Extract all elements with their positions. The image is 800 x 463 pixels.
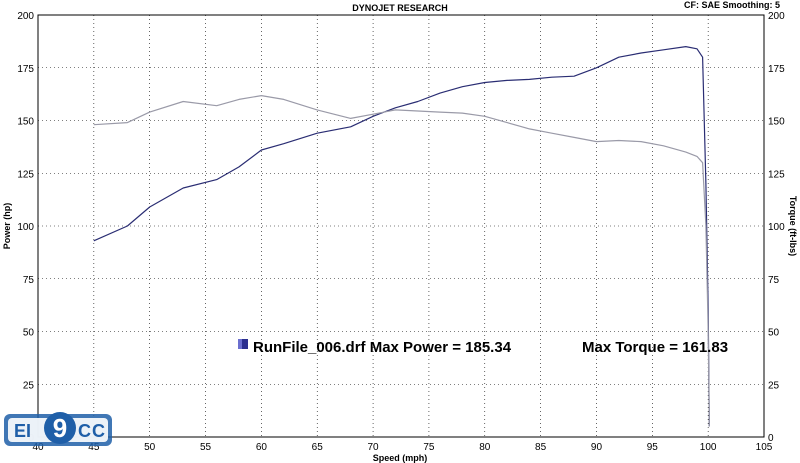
series-line-torque: [93, 94, 710, 427]
legend: RunFile_006.drf Max Power = 185.34 Max T…: [238, 339, 728, 356]
x-tick-label: 75: [423, 442, 435, 453]
y-tick-label: 125: [17, 169, 34, 180]
legend-swatch-highlight: [238, 339, 242, 349]
y-axis-label: Power (hp): [2, 203, 12, 250]
9th-civic-logo: 9 E I C C: [4, 412, 112, 446]
svg-text:C: C: [78, 421, 91, 441]
y2-tick-label: 200: [768, 11, 785, 22]
y-tick-label: 25: [23, 380, 35, 391]
y2-tick-label: 100: [768, 222, 785, 233]
x-tick-label: 50: [144, 442, 156, 453]
legend-swatch: [238, 339, 248, 349]
y-tick-label: 75: [23, 275, 35, 286]
y2-tick-label: 50: [768, 328, 780, 339]
chart-settings: CF: SAE Smoothing: 5: [684, 0, 780, 10]
x-tick-label: 100: [700, 442, 717, 453]
plot-grid: [37, 14, 765, 438]
chart-series: [93, 45, 710, 427]
series-line-power: [93, 45, 710, 427]
svg-text:I: I: [26, 421, 31, 441]
x-tick-label: 105: [756, 442, 773, 453]
x-tick-label: 85: [535, 442, 547, 453]
chart-title: DYNOJET RESEARCH: [352, 3, 448, 13]
plot-frame: [37, 14, 765, 438]
y2-tick-label: 75: [768, 275, 780, 286]
y2-tick-label: 25: [768, 380, 780, 391]
x-tick-label: 60: [256, 442, 268, 453]
y2-tick-labels: 0 25 50 75 100 125 150 175 200: [768, 11, 785, 444]
y-tick-label: 100: [17, 222, 34, 233]
x-tick-label: 45: [88, 442, 100, 453]
x-tick-label: 40: [32, 442, 44, 453]
y2-tick-label: 175: [768, 64, 785, 75]
x-tick-label: 90: [591, 442, 603, 453]
svg-text:C: C: [92, 421, 105, 441]
y-tick-label: 175: [17, 64, 34, 75]
y2-tick-label: 150: [768, 117, 785, 128]
svg-text:9: 9: [53, 413, 67, 443]
y2-tick-label: 125: [768, 169, 785, 180]
x-tick-labels: 40 45 50 55 60 65 70 75 80 85 90 95 100 105: [32, 442, 772, 453]
legend-torque-label: Max Torque = 161.83: [582, 339, 728, 356]
x-tick-label: 70: [368, 442, 380, 453]
x-tick-label: 55: [200, 442, 212, 453]
y-tick-label: 50: [23, 328, 35, 339]
y-tick-label: 150: [17, 117, 34, 128]
svg-text:E: E: [14, 421, 26, 441]
y2-axis-label: Torque (ft-lbs): [788, 196, 798, 256]
legend-run-label: RunFile_006.drf Max Power = 185.34: [253, 339, 512, 356]
y-tick-label: 200: [17, 11, 34, 22]
y2-tick-label: 0: [768, 433, 774, 444]
x-tick-label: 65: [312, 442, 324, 453]
x-tick-label: 80: [479, 442, 491, 453]
x-tick-label: 95: [647, 442, 659, 453]
x-axis-label: Speed (mph): [373, 453, 428, 463]
